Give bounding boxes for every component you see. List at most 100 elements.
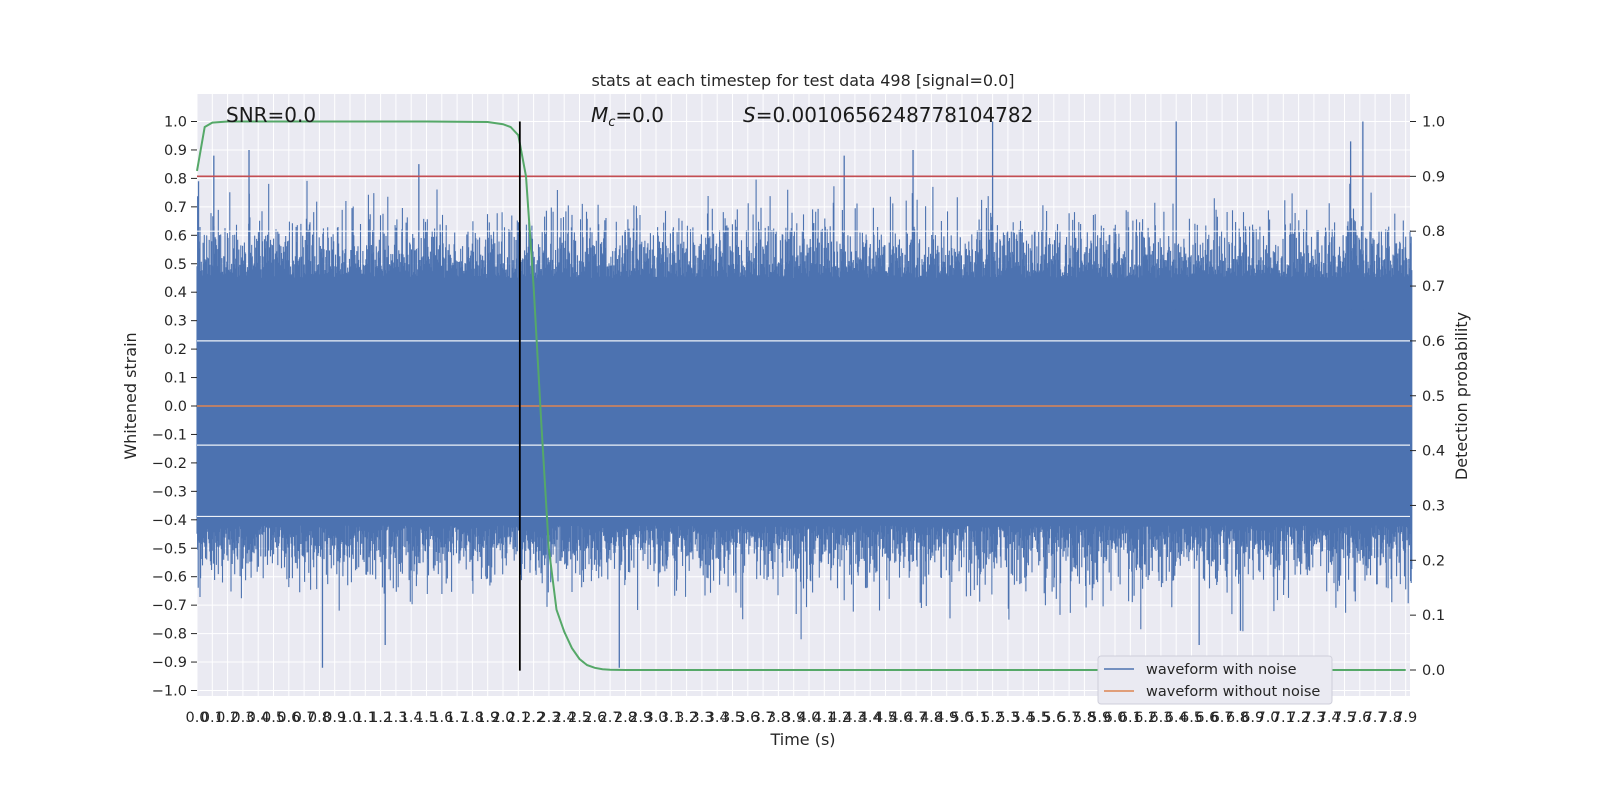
x-tick-label: 3.6: [736, 710, 759, 726]
x-tick-label: 7.7: [1364, 710, 1387, 726]
x-tick-label: 0.3: [231, 710, 254, 726]
noisy-waveform-core: [197, 309, 1412, 498]
x-tick-label: 0.6: [277, 710, 300, 726]
x-tick-label: 1.4: [400, 710, 423, 726]
x-tick-label: 6.5: [1180, 710, 1203, 726]
x-tick-label: 3.9: [782, 710, 805, 726]
x-tick-label: 1.0: [338, 710, 361, 726]
x-tick-label: 3.7: [752, 710, 775, 726]
y-tick-label: −1.0: [152, 684, 187, 700]
y-tick-label: 0.3: [164, 314, 187, 330]
x-tick-label: 7.4: [1318, 710, 1341, 726]
x-tick-label: 2.3: [537, 710, 560, 726]
y-tick-label: −0.6: [152, 570, 187, 586]
x-tick-label: 7.8: [1379, 710, 1402, 726]
x-tick-label: 3.3: [690, 710, 713, 726]
x-tick-label: 6.6: [1195, 710, 1218, 726]
x-tick-label: 4.6: [889, 710, 912, 726]
x-tick-label: 4.4: [859, 710, 882, 726]
x-tick-label: 2.0: [491, 710, 514, 726]
chirp-mass-subscript: c: [608, 115, 615, 130]
x-tick-label: 0.9: [323, 710, 346, 726]
legend-label-clean: waveform without noise: [1146, 684, 1320, 700]
y2-tick-label: 0.7: [1422, 279, 1445, 295]
x-tick-label: 4.2: [828, 710, 851, 726]
x-tick-label: 7.3: [1302, 710, 1325, 726]
x-tick-label: 1.1: [354, 710, 377, 726]
x-tick-label: 4.8: [920, 710, 943, 726]
snr-annotation: SNR=0.0: [226, 103, 316, 127]
x-tick-label: 0.2: [216, 710, 239, 726]
x-tick-label: 5.0: [950, 710, 973, 726]
x-tick-label: 6.9: [1241, 710, 1264, 726]
x-tick-label: 2.6: [583, 710, 606, 726]
statistic-value: =0.0010656248778104782: [756, 103, 1034, 127]
x-tick-label: 5.1: [966, 710, 989, 726]
y2-axis-ticks: 1.0 0.9 0.8 0.7 0.6 0.5 0.4 0.3 0.2 0.1 0.0: [1410, 115, 1445, 679]
x-tick-label: 2.5: [568, 710, 591, 726]
x-tick-label: 3.1: [660, 710, 683, 726]
x-tick-label: 7.6: [1348, 710, 1371, 726]
y2-tick-label: 0.9: [1422, 169, 1445, 185]
y2-tick-label: 0.4: [1422, 444, 1445, 460]
statistic-annotation: S=0.0010656248778104782: [743, 103, 1033, 127]
x-tick-label: 1.5: [415, 710, 438, 726]
y-tick-label: 0.7: [164, 200, 187, 216]
x-tick-label: 6.1: [1119, 710, 1142, 726]
y-tick-label: 0.8: [164, 171, 187, 187]
x-tick-label: 7.5: [1333, 710, 1356, 726]
chart-title: stats at each timestep for test data 498…: [591, 71, 1014, 90]
detection-probability-line: [196, 120, 1406, 671]
y-tick-label: −0.5: [152, 541, 187, 557]
x-tick-label: 1.2: [369, 710, 392, 726]
chirp-mass-symbol: M: [591, 103, 608, 127]
x-tick-label: 2.1: [507, 710, 530, 726]
x-tick-label: 1.6: [430, 710, 453, 726]
x-tick-label: 0.7: [293, 710, 316, 726]
detection-probability-series: [196, 120, 1406, 671]
x-tick-label: 5.5: [1027, 710, 1050, 726]
y-tick-label: −0.4: [152, 513, 187, 529]
y-axis-label: Whitened strain: [121, 332, 140, 459]
legend-label-noisy: waveform with noise: [1146, 662, 1297, 678]
y-tick-label: 0.0: [164, 399, 187, 415]
x-tick-label: 7.0: [1256, 710, 1279, 726]
x-tick-label: 4.7: [905, 710, 928, 726]
legend-box: [1097, 655, 1333, 705]
y2-tick-label: 0.5: [1422, 389, 1445, 405]
x-tick-label: 4.9: [935, 710, 958, 726]
legend: waveform with noise waveform without noi…: [1097, 655, 1333, 705]
x-tick-label: 6.2: [1134, 710, 1157, 726]
y2-tick-label: 1.0: [1422, 115, 1445, 131]
y2-tick-label: 0.2: [1422, 553, 1445, 569]
x-tick-label: 3.8: [767, 710, 790, 726]
y-tick-label: −0.9: [152, 655, 187, 671]
y-tick-label: 0.4: [164, 285, 187, 301]
x-tick-label: 1.7: [446, 710, 469, 726]
x-tick-label: 1.3: [384, 710, 407, 726]
x-tick-label: 3.4: [706, 710, 729, 726]
y2-axis-label: Detection probability: [1452, 312, 1471, 480]
y2-tick-label: 0.6: [1422, 334, 1445, 350]
y-tick-label: 0.5: [164, 257, 187, 273]
x-tick-label: 0.4: [247, 710, 270, 726]
x-axis-ticks: 0.00.10.20.30.40.50.60.70.80.91.01.11.21…: [185, 710, 1417, 726]
y-tick-label: 0.6: [164, 228, 187, 244]
y-tick-label: 0.9: [164, 143, 187, 159]
x-tick-label: 0.0: [185, 710, 208, 726]
x-tick-label: 3.5: [721, 710, 744, 726]
x-tick-label: 2.7: [599, 710, 622, 726]
x-tick-label: 6.0: [1103, 710, 1126, 726]
y-tick-label: −0.2: [152, 456, 187, 472]
y2-tick-label: 0.3: [1422, 498, 1445, 514]
statistic-symbol: S: [743, 103, 756, 127]
y2-tick-label: 0.8: [1422, 224, 1445, 240]
x-tick-label: 5.7: [1058, 710, 1081, 726]
x-tick-label: 1.9: [476, 710, 499, 726]
x-tick-label: 4.3: [843, 710, 866, 726]
x-axis-label: Time (s): [769, 730, 835, 749]
y2-tick-label: 0.0: [1422, 663, 1445, 679]
x-tick-label: 5.8: [1073, 710, 1096, 726]
y-tick-label: 0.1: [164, 371, 187, 387]
y-tick-label: −0.1: [152, 427, 187, 443]
